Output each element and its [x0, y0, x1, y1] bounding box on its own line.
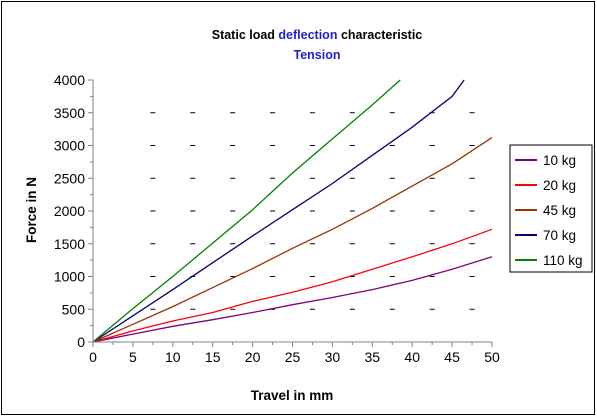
y-tick-label: 2500 — [54, 170, 85, 186]
legend-box — [509, 144, 593, 273]
series-line-70-kg — [92, 79, 465, 343]
legend-label: 20 kg — [543, 178, 576, 193]
x-tick-label: 25 — [285, 349, 301, 365]
x-tick-label: 20 — [245, 349, 261, 365]
x-tick-label: 0 — [89, 349, 97, 365]
x-axis-title: Travel in mm — [251, 388, 334, 403]
chart-title-part-0: Static load — [212, 28, 279, 42]
x-tick-label: 5 — [129, 349, 137, 365]
chart-subtitle: Tension — [294, 48, 341, 62]
legend-label: 10 kg — [543, 153, 576, 168]
legend-label: 110 kg — [543, 253, 583, 268]
x-tick-label: 35 — [365, 349, 381, 365]
axis-ticks — [88, 79, 493, 347]
y-tick-label: 2000 — [54, 203, 85, 219]
x-tick-label: 45 — [444, 349, 460, 365]
y-tick-label: 4000 — [54, 72, 85, 88]
x-tick-label: 50 — [484, 349, 500, 365]
y-tick-label: 3500 — [54, 105, 85, 121]
y-tick-label: 1500 — [54, 236, 85, 252]
y-tick-label: 3000 — [54, 138, 85, 154]
series-line-110-kg — [92, 79, 401, 343]
x-tick-label: 30 — [325, 349, 341, 365]
series-line-20-kg — [92, 228, 493, 343]
y-tick-label: 500 — [62, 301, 86, 317]
y-tick-label: 1000 — [54, 269, 85, 285]
series-line-45-kg — [92, 137, 493, 343]
legend-label: 45 kg — [543, 203, 576, 218]
y-axis-title: Force in N — [24, 177, 39, 243]
chart-title: Static load deflection characteristic — [212, 28, 423, 42]
series-lines — [92, 79, 493, 343]
y-tick-labels: 0 500 1000 1500 2000 2500 3000 3500 4000 — [54, 72, 85, 350]
legend-label: 70 kg — [543, 228, 576, 243]
legend: 10 kg 20 kg 45 kg 70 kg 110 kg — [509, 144, 593, 273]
grid — [150, 112, 475, 310]
series-line-10-kg — [92, 256, 493, 343]
y-tick-label: 0 — [77, 334, 85, 350]
chart-title-part-2: characteristic — [337, 28, 422, 42]
x-tick-label: 15 — [205, 349, 221, 365]
x-tick-label: 10 — [165, 349, 181, 365]
chart-title-part-1: deflection — [278, 28, 337, 42]
x-tick-labels: 0 5 10 15 20 25 30 35 40 45 50 — [89, 349, 500, 365]
x-tick-label: 40 — [404, 349, 420, 365]
